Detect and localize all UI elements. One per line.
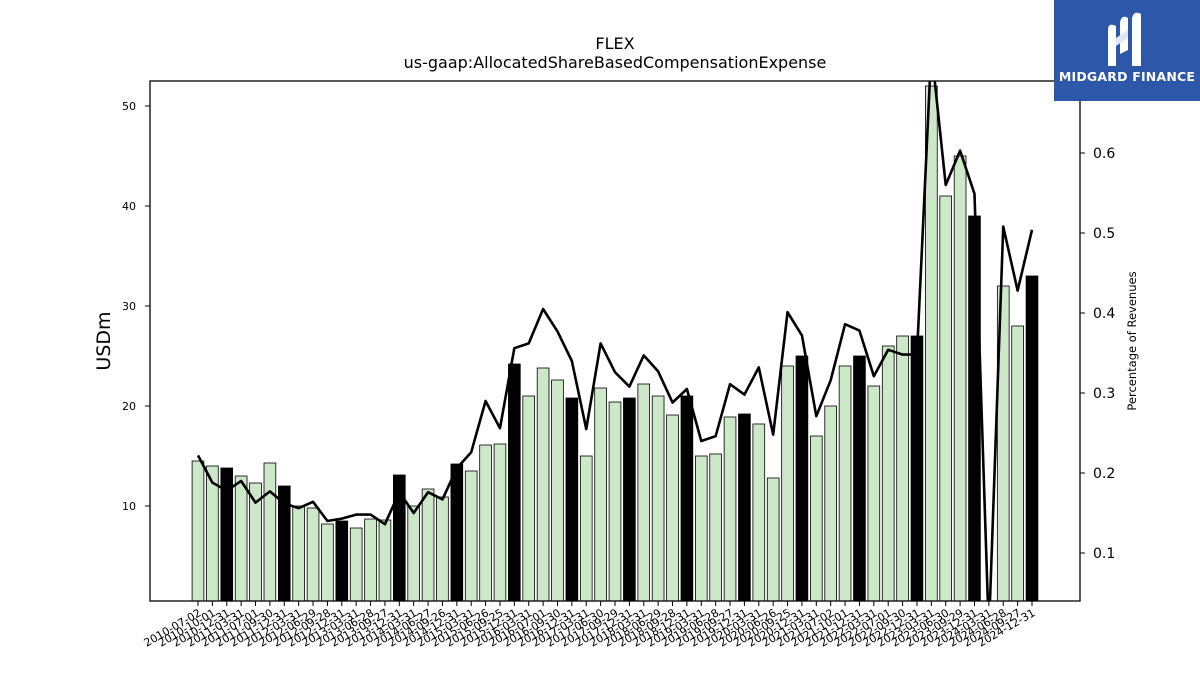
y-tick-label: 40	[122, 200, 136, 213]
y2-tick-label: 0.4	[1093, 306, 1115, 322]
bar-2017-03-31	[579, 455, 593, 601]
bar-2018-06-29	[651, 395, 665, 601]
bar-2013-03-31	[349, 527, 363, 601]
bar-2021-12-31	[853, 355, 866, 601]
bar-2020-06-26	[766, 477, 780, 601]
bar-2018-03-31	[637, 383, 651, 601]
y2-tick-label: 0.2	[1093, 466, 1115, 482]
bar-2017-06-30	[594, 387, 607, 601]
bar-2022-03-31	[867, 385, 881, 601]
bar-2023-06-30	[939, 195, 953, 601]
bar-2016-03-31	[522, 395, 536, 601]
bar-2015-12-31	[508, 363, 521, 601]
bar-2018-12-31	[680, 395, 694, 601]
midgard-m-logo-icon	[1108, 12, 1141, 67]
bar-2023-09-29	[953, 155, 967, 601]
y-tick-label: 10	[122, 500, 136, 513]
bar-2012-06-29	[306, 507, 320, 601]
bar-2012-09-28	[321, 523, 334, 601]
bar-2019-06-28	[709, 453, 722, 601]
brand-name: MIDGARD FINANCE	[1058, 69, 1196, 84]
y-tick-label: 30	[122, 300, 136, 313]
bar-2014-03-31	[407, 505, 420, 601]
y-axis-label: USDm	[93, 311, 115, 370]
bar-2013-12-31	[393, 474, 406, 601]
bar-2021-07-02	[824, 405, 837, 601]
bar-2021-03-31	[810, 435, 823, 601]
bar-2012-12-31	[335, 520, 349, 601]
chart-title: FLEX	[595, 34, 634, 53]
bar-2014-12-31	[450, 463, 464, 601]
bar-2017-09-29	[608, 401, 622, 601]
bar-2014-09-26	[436, 496, 449, 601]
bar-2022-12-31	[910, 335, 924, 601]
percentage-of-revenues-line	[196, 81, 1034, 601]
bar-2013-06-28	[364, 518, 377, 601]
bar-2022-09-30	[896, 335, 909, 601]
bar-2017-12-31	[623, 397, 636, 601]
y2-tick-label: 0.3	[1093, 386, 1115, 402]
bar-2020-09-25	[781, 365, 794, 601]
bar-2016-09-30	[551, 379, 564, 601]
bar-2024-06-28	[996, 285, 1010, 601]
bar-2016-07-01	[536, 367, 550, 601]
bar-2016-12-31	[565, 397, 579, 601]
bar-2020-12-31	[795, 355, 809, 601]
bar-2011-07-01	[249, 482, 262, 601]
bar-2018-09-28	[666, 414, 679, 601]
bar-2015-06-26	[479, 444, 492, 601]
bar-2010-07-02	[191, 460, 205, 601]
bar-2010-10-01	[206, 465, 219, 601]
bar-2014-06-27	[421, 488, 435, 601]
bar-2011-03-31	[234, 475, 248, 601]
y-tick-label: 20	[122, 400, 136, 413]
bar-2023-03-31	[925, 85, 938, 601]
bar-2024-12-31	[1025, 275, 1039, 601]
bar-2011-12-31	[277, 485, 291, 601]
y2-axis-label: Percentage of Revenues	[1125, 271, 1139, 410]
bar-2010-12-31	[220, 467, 234, 601]
bar-2013-09-27	[378, 519, 392, 601]
y-tick-label: 50	[122, 100, 136, 113]
bar-2019-12-31	[738, 413, 751, 601]
chart-subtitle: us-gaap:AllocatedShareBasedCompensationE…	[404, 53, 827, 72]
bar-2024-09-27	[1011, 325, 1024, 601]
y2-tick-label: 0.6	[1093, 146, 1115, 162]
bar-2021-10-01	[838, 365, 852, 601]
bar-2015-03-31	[464, 470, 478, 601]
y2-tick-label: 0.5	[1093, 226, 1115, 242]
bar-2015-09-25	[493, 443, 507, 601]
bar-2022-07-01	[881, 345, 895, 601]
bar-2023-12-31	[968, 215, 981, 601]
brand-logo: MIDGARD FINANCE	[1054, 0, 1200, 101]
bar-2019-03-31	[694, 455, 708, 601]
bar-2012-03-31	[292, 505, 305, 601]
bar-2020-03-31	[752, 423, 766, 601]
bar-2019-09-27	[723, 416, 737, 601]
y2-tick-label: 0.1	[1093, 546, 1115, 562]
bar-2011-09-30	[263, 462, 277, 601]
